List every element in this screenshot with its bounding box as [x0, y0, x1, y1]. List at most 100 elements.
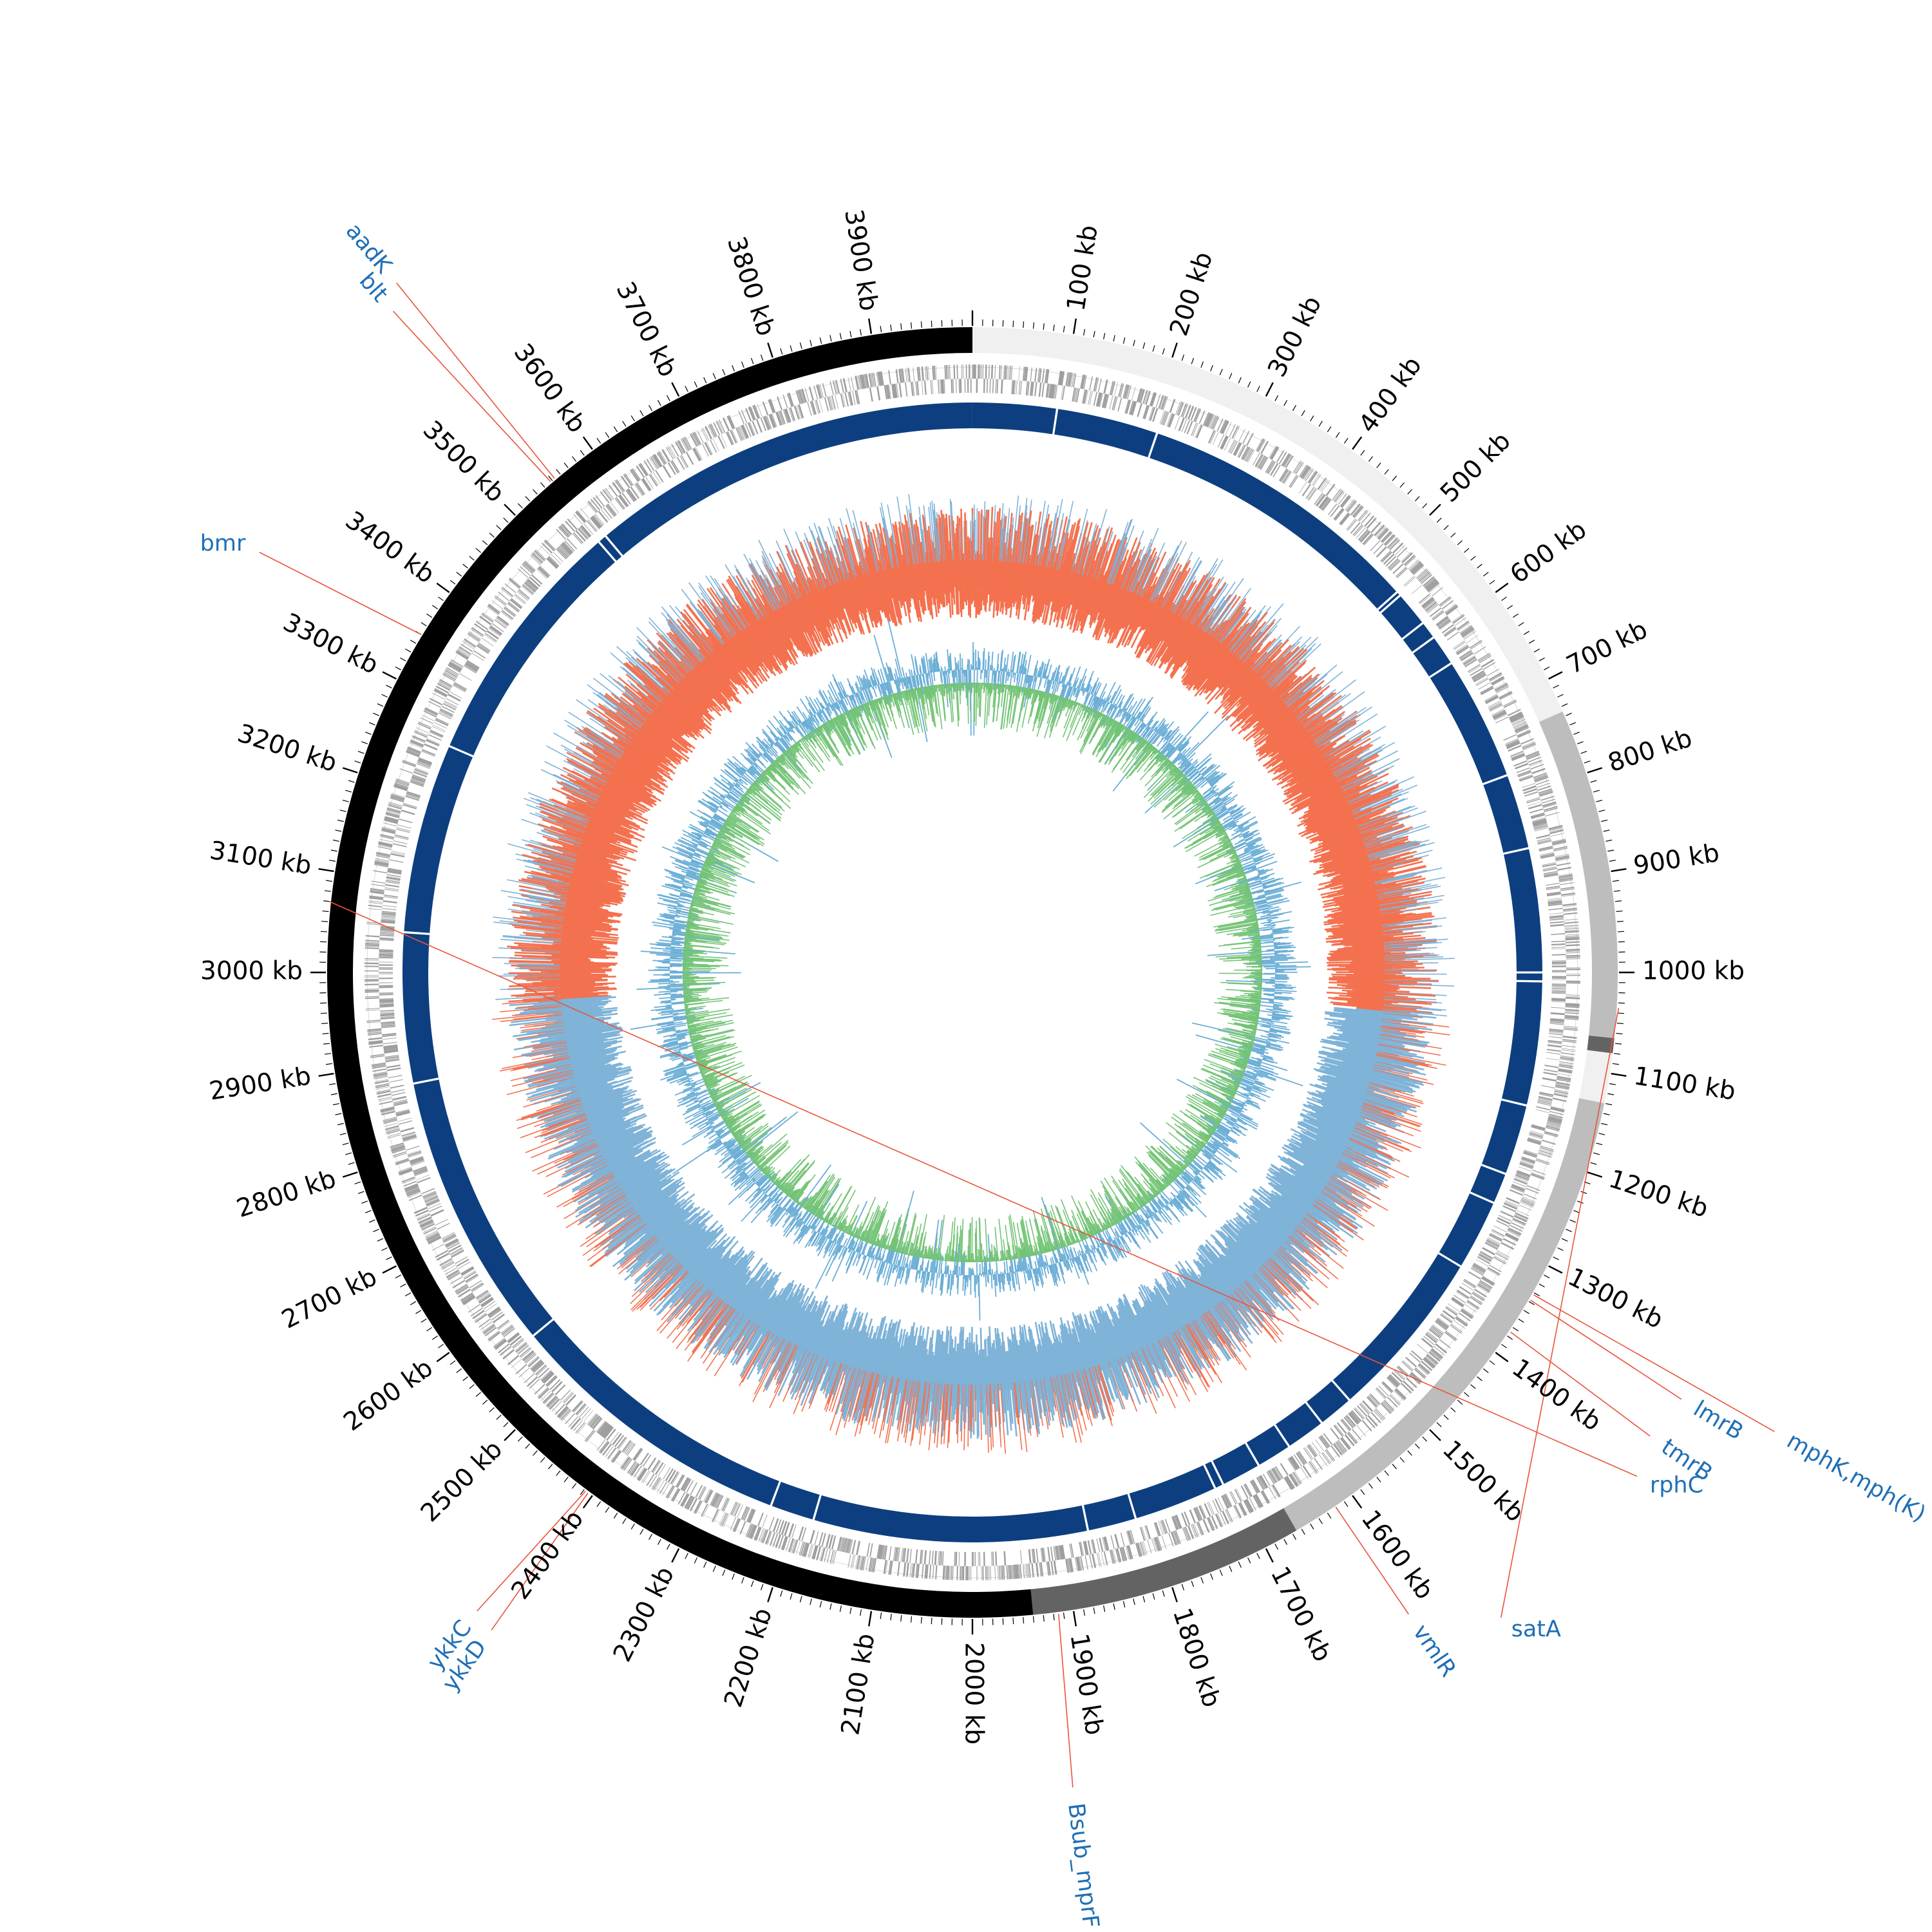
cds-feature [419, 1218, 433, 1225]
cds-feature [1249, 1497, 1256, 1511]
cds-feature [1256, 455, 1264, 468]
cds-feature [1514, 724, 1528, 732]
cds-feature [1542, 1077, 1557, 1082]
cds-feature [1548, 1039, 1562, 1043]
cds-feature [682, 1477, 690, 1491]
cds-feature [658, 1464, 666, 1477]
cds-feature [825, 1533, 831, 1548]
cds-feature [1230, 440, 1238, 454]
cds-feature [1485, 696, 1499, 705]
cds-feature [1429, 607, 1442, 618]
cds-feature [1537, 838, 1551, 843]
cds-feature [1460, 1310, 1473, 1320]
cds-feature [1037, 368, 1040, 383]
cds-feature [430, 1209, 444, 1217]
cds-feature [1252, 1479, 1261, 1493]
cds-feature [703, 1489, 710, 1502]
cds-feature [1205, 413, 1213, 427]
minor-tick [1407, 489, 1412, 495]
cds-feature [1307, 470, 1317, 483]
cds-feature [1320, 1435, 1329, 1448]
cds-feature [1510, 750, 1524, 757]
cds-feature [1519, 775, 1533, 782]
cds-feature [1558, 1070, 1573, 1074]
cds-feature [1368, 1394, 1379, 1406]
cds-feature [1504, 1201, 1518, 1208]
cds-feature [742, 1506, 749, 1520]
cds-feature [650, 473, 659, 486]
cds-feature [1417, 1343, 1428, 1354]
cds-feature [1565, 1004, 1580, 1007]
cds-feature [1470, 1295, 1483, 1304]
cds-feature [1513, 1178, 1528, 1185]
cds-feature [1547, 1119, 1562, 1124]
cds-feature [1490, 674, 1502, 682]
cds-feature [1027, 1563, 1030, 1578]
cds-feature [1367, 1396, 1378, 1407]
cds-feature [390, 1089, 405, 1094]
cds-feature [1492, 710, 1506, 719]
cds-feature [1514, 1177, 1528, 1183]
cds-feature [1358, 510, 1368, 522]
cds-feature [1386, 1377, 1397, 1388]
cds-feature [1301, 466, 1311, 479]
minor-tick [900, 323, 902, 330]
cds-feature [1155, 1522, 1161, 1537]
minor-tick [1422, 1436, 1428, 1442]
cds-feature [1147, 1539, 1152, 1554]
minor-tick [732, 1573, 735, 1580]
cds-feature [600, 1441, 610, 1454]
cds-feature [482, 1323, 495, 1333]
cds-feature [1472, 1293, 1485, 1302]
minor-tick [496, 525, 502, 531]
cds-feature [1321, 480, 1331, 493]
cds-feature [612, 1433, 622, 1446]
cds-feature [1454, 1320, 1466, 1329]
cds-feature [1193, 408, 1200, 422]
cds-feature [1444, 1331, 1457, 1341]
minor-tick [1063, 1612, 1065, 1619]
cds-feature [1153, 1522, 1160, 1537]
minor-tick [328, 1083, 336, 1085]
minor-tick [1043, 323, 1045, 330]
cds-feature [481, 1298, 494, 1308]
minor-tick [1553, 1256, 1559, 1260]
cds-feature [1566, 996, 1580, 998]
minor-tick [712, 373, 716, 379]
cds-feature [1468, 1271, 1481, 1280]
cds-feature [496, 617, 509, 627]
cds-feature [1039, 1562, 1042, 1577]
cds-feature [1110, 1549, 1115, 1564]
cds-feature [456, 1258, 469, 1267]
minor-tick [1113, 1603, 1115, 1610]
cds-feature [784, 1522, 790, 1537]
cds-feature [1280, 469, 1289, 482]
cds-feature [1226, 1508, 1233, 1522]
cds-feature [515, 1342, 527, 1353]
cds-feature [1229, 424, 1236, 437]
cds-feature [368, 904, 383, 908]
cds-feature [1109, 1549, 1114, 1564]
cds-feature [1539, 1093, 1553, 1097]
cds-feature [1531, 814, 1546, 819]
cds-feature [1219, 419, 1227, 433]
cds-feature [649, 1475, 658, 1488]
cds-feature [955, 379, 957, 393]
cds-feature [1430, 1327, 1443, 1336]
cds-feature [1162, 411, 1168, 426]
cds-feature [509, 577, 522, 588]
minor-tick [1181, 354, 1185, 361]
cds-feature [1089, 390, 1093, 405]
cds-feature [1190, 1524, 1197, 1538]
major-tick [436, 1352, 450, 1363]
cds-feature [1452, 614, 1465, 624]
cds-feature [954, 1551, 956, 1566]
cds-feature [1175, 1515, 1182, 1529]
cds-feature [1546, 1057, 1560, 1061]
cds-feature [1487, 1267, 1501, 1276]
cds-feature [1515, 725, 1529, 733]
cds-feature [1446, 606, 1459, 616]
cds-feature [1354, 525, 1364, 537]
cds-feature [383, 1041, 397, 1045]
cds-feature [701, 443, 709, 457]
